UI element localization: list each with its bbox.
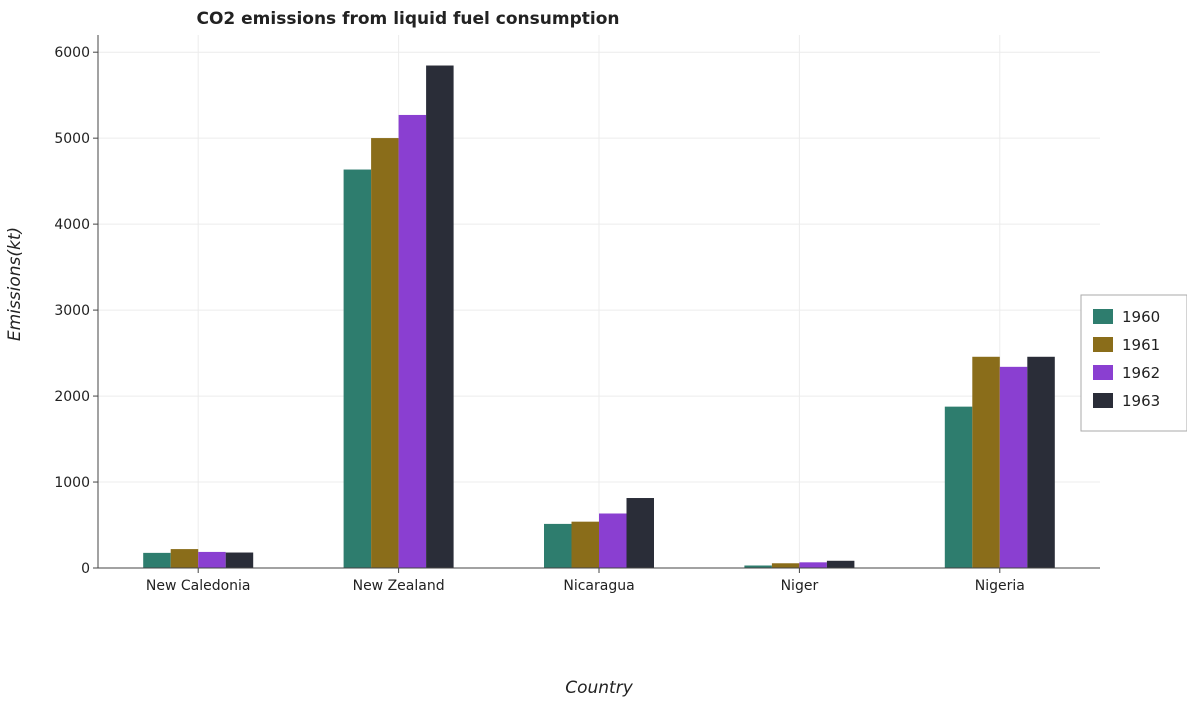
- y-tick-label: 6000: [54, 45, 90, 61]
- bar-1960-niger: [744, 565, 772, 568]
- x-axis-label: Country: [565, 678, 633, 698]
- y-axis-label: Emissions(kt): [5, 227, 25, 341]
- bar-1960-nigeria: [944, 406, 973, 568]
- bar-1962-niger: [799, 562, 827, 568]
- legend: 1960 1961 1962 1963: [1080, 294, 1187, 432]
- legend-swatch-1962: [1093, 365, 1113, 380]
- y-tick-label: 4000: [54, 217, 90, 233]
- bar-1962-nigeria: [999, 366, 1028, 568]
- bar-1961-nicaragua: [571, 521, 599, 568]
- bar-1963-nicaragua: [626, 498, 654, 568]
- x-tick-label: New Caledonia: [146, 578, 251, 594]
- bar-1961-niger: [771, 563, 800, 568]
- y-tick-label: 1000: [54, 475, 90, 491]
- bar-1961-new-caledonia: [170, 549, 199, 568]
- bar-1960-new-zealand: [343, 169, 372, 568]
- y-tick-label: 5000: [54, 131, 90, 147]
- bar-1962-nicaragua: [599, 513, 627, 568]
- bar-1961-nigeria: [972, 356, 1000, 568]
- legend-swatch-1961: [1093, 337, 1113, 352]
- legend-label-1961: 1961: [1122, 336, 1160, 354]
- legend-label-1963: 1963: [1122, 392, 1160, 410]
- bar-1960-nicaragua: [544, 523, 572, 568]
- x-tick-label: Nicaragua: [563, 578, 634, 594]
- x-tick-label: Nigeria: [975, 578, 1025, 594]
- chart-title: CO2 emissions from liquid fuel consumpti…: [196, 9, 619, 29]
- y-tick-label: 0: [81, 561, 90, 577]
- bar-1961-new-zealand: [371, 138, 399, 568]
- bar-1962-new-caledonia: [198, 551, 226, 568]
- y-tick-label: 2000: [54, 389, 90, 405]
- legend-label-1960: 1960: [1122, 308, 1160, 326]
- legend-swatch-1960: [1093, 309, 1113, 324]
- legend-swatch-1963: [1093, 393, 1113, 408]
- bar-1962-new-zealand: [398, 114, 427, 568]
- y-tick-label: 3000: [54, 303, 90, 319]
- gridlines: [98, 35, 1100, 569]
- bar-1963-new-zealand: [426, 65, 454, 568]
- bar-1960-new-caledonia: [143, 552, 171, 568]
- bar-1963-niger: [826, 560, 855, 568]
- bar-1963-new-caledonia: [225, 552, 254, 568]
- bars: [143, 65, 1055, 568]
- bar-1963-nigeria: [1027, 356, 1055, 568]
- x-tick-label: New Zealand: [353, 578, 445, 594]
- axes: 0 1000 2000 3000 4000 5000 6000 New Caledonia Ne…: [54, 35, 1100, 594]
- x-tick-label: Niger: [781, 578, 819, 594]
- legend-label-1962: 1962: [1122, 364, 1160, 382]
